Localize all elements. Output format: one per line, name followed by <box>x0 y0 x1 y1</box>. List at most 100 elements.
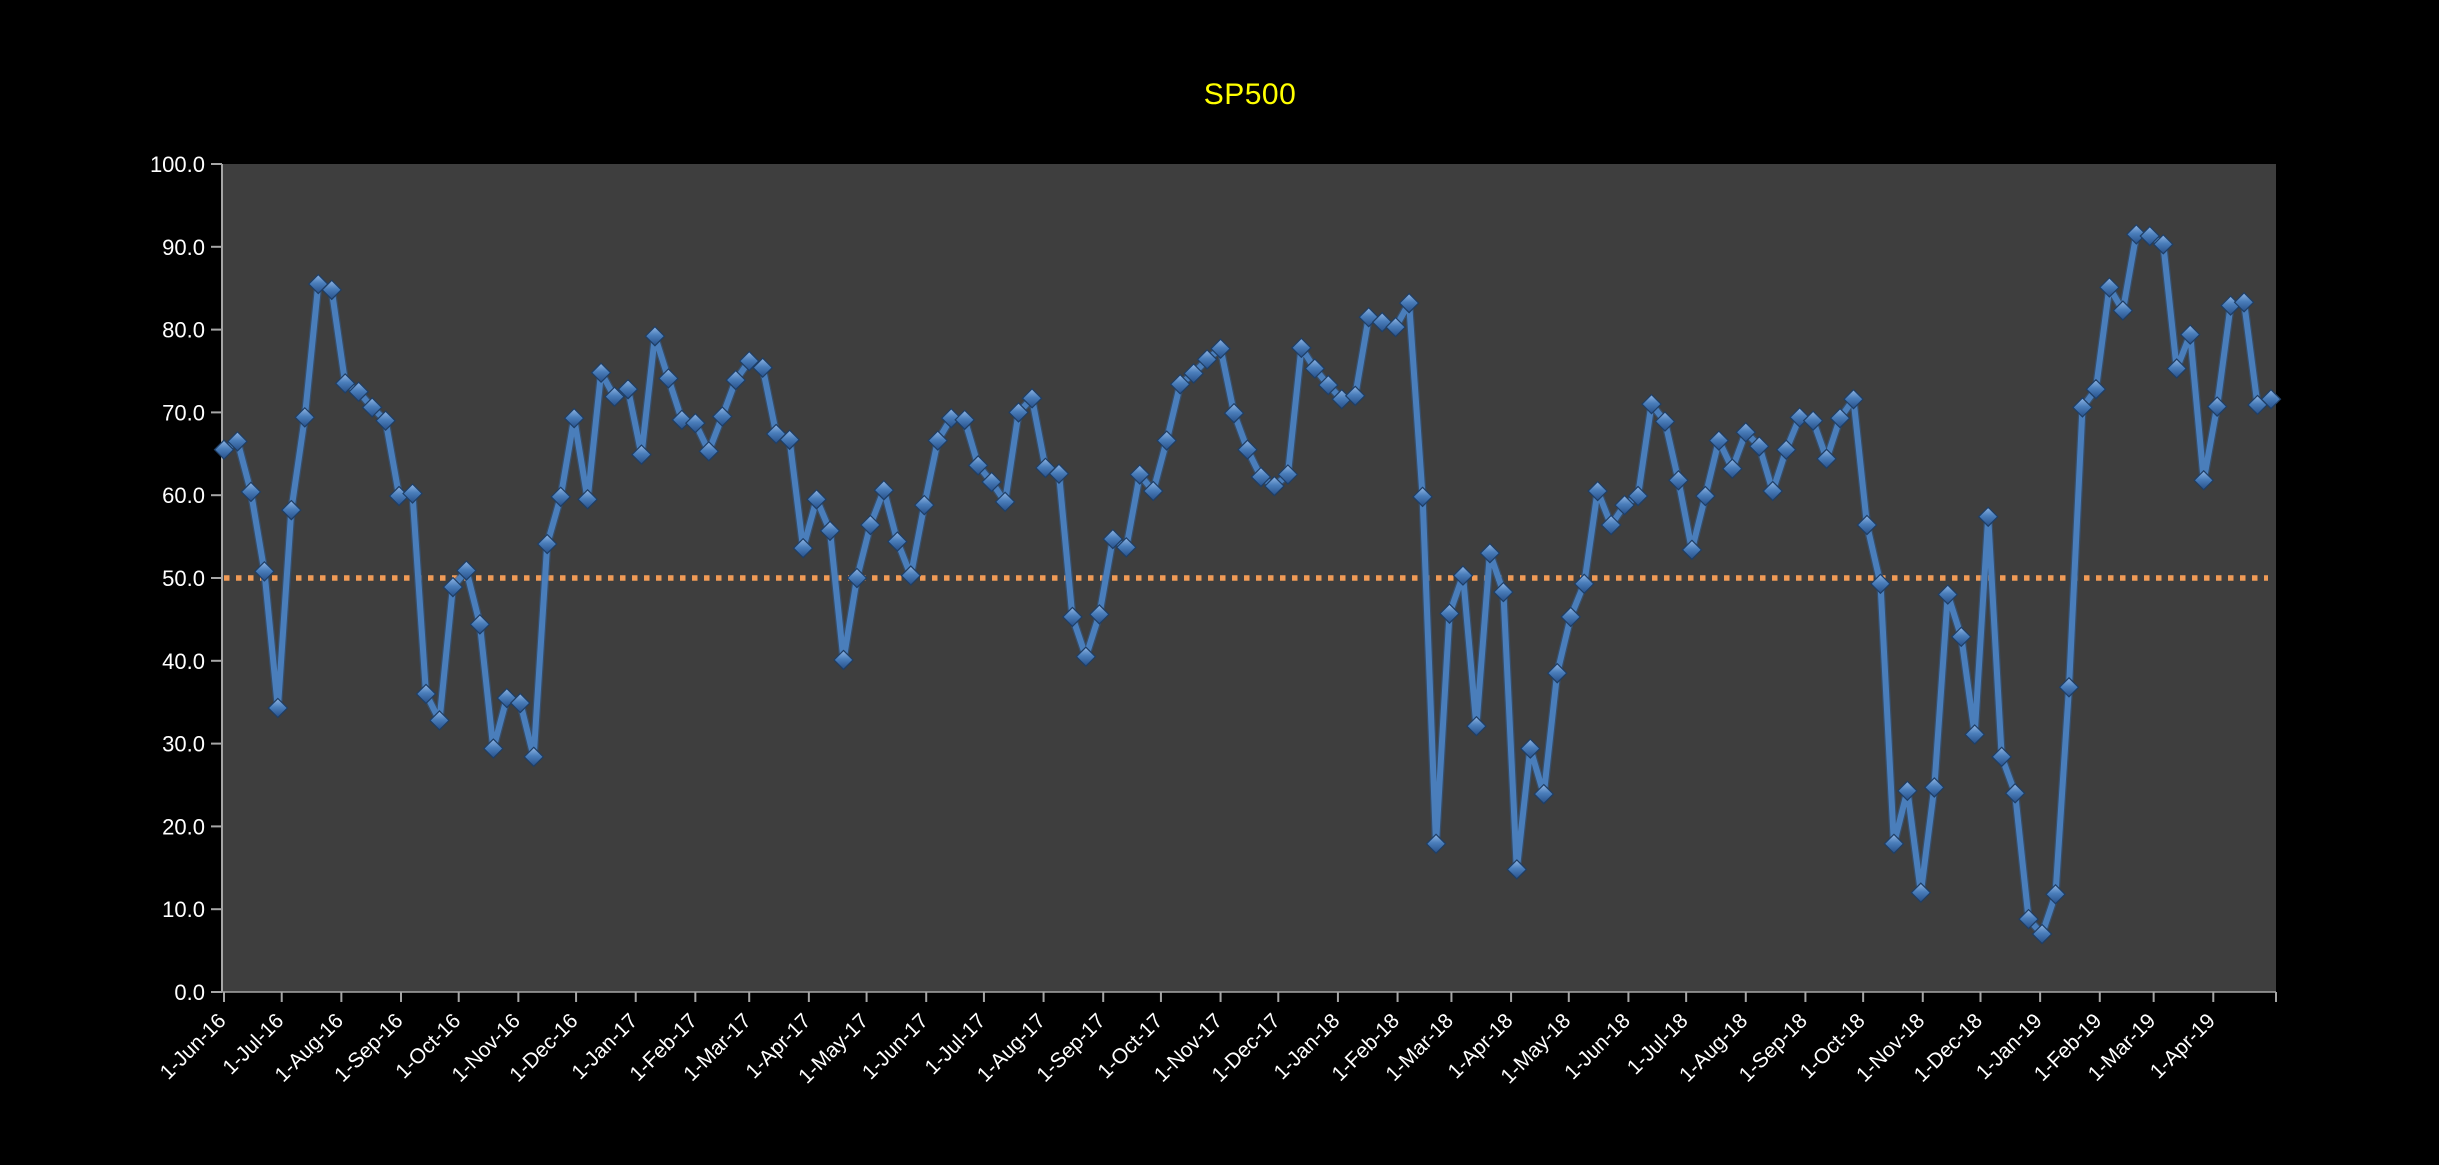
data-point-marker <box>887 531 908 552</box>
data-point-marker <box>280 499 302 521</box>
data-point-marker <box>1304 358 1326 379</box>
data-point-marker <box>685 412 706 434</box>
y-tick-label: 30.0 <box>162 732 205 757</box>
data-point-marker <box>981 471 1002 493</box>
x-tick-label: 1-Jun-16 <box>156 1009 231 1084</box>
data-point-marker <box>1937 584 1959 605</box>
data-point-marker <box>1897 780 1918 802</box>
data-point-marker <box>1062 606 1083 628</box>
data-point-marker <box>1048 463 1070 485</box>
data-point-marker <box>1102 528 1124 550</box>
data-point-marker <box>1223 402 1245 424</box>
data-point-marker <box>1587 480 1608 502</box>
data-point-marker <box>994 491 1016 513</box>
data-point-marker <box>2139 225 2161 247</box>
data-point-marker <box>1344 385 1366 407</box>
data-point-marker <box>1695 485 1716 507</box>
data-point-marker <box>2099 277 2120 298</box>
y-tick-label: 100.0 <box>150 152 205 177</box>
data-point-marker <box>913 494 935 516</box>
data-point-marker <box>1641 393 1662 415</box>
data-point-marker <box>375 410 396 432</box>
data-point-marker <box>402 483 423 504</box>
y-tick-label: 90.0 <box>162 235 205 260</box>
data-point-marker <box>1237 439 1258 461</box>
data-point-marker <box>940 407 962 429</box>
x-tick-label: 1-Jun-18 <box>1560 1009 1635 1084</box>
data-point-marker <box>2004 782 2026 804</box>
series-markers <box>213 224 2282 945</box>
y-tick-label: 20.0 <box>162 814 205 839</box>
data-point-marker <box>1115 537 1137 558</box>
data-point-marker <box>846 567 868 589</box>
data-point-marker <box>1129 464 1151 485</box>
data-point-marker <box>1856 514 1878 536</box>
data-point-marker <box>1614 494 1635 516</box>
data-point-marker <box>738 350 760 372</box>
data-point-marker <box>1735 421 1757 443</box>
data-point-marker <box>590 362 612 384</box>
data-point-marker <box>2085 378 2107 400</box>
data-point-marker <box>254 561 275 582</box>
data-point-marker <box>819 520 841 542</box>
data-point-marker <box>1910 882 1932 903</box>
data-point-marker <box>1412 486 1433 508</box>
data-point-marker <box>1196 349 1218 370</box>
data-point-marker <box>1317 374 1339 396</box>
data-point-marker <box>671 409 693 431</box>
data-point-marker <box>1991 746 2013 768</box>
data-point-marker <box>361 397 383 418</box>
data-point-marker <box>1708 430 1730 451</box>
data-point-marker <box>415 683 437 705</box>
data-point-marker <box>1021 387 1043 409</box>
y-tick-label: 60.0 <box>162 483 205 508</box>
data-point-marker <box>1883 833 1905 855</box>
data-point-marker <box>1721 458 1743 480</box>
data-point-marker <box>1843 388 1864 410</box>
data-point-marker <box>1748 435 1770 457</box>
data-point-marker <box>1479 542 1501 564</box>
data-point-marker <box>900 565 922 586</box>
data-point-marker <box>927 430 949 451</box>
y-tick-label: 50.0 <box>162 566 205 591</box>
data-point-marker <box>2260 388 2282 410</box>
y-tick-label: 0.0 <box>174 980 205 1005</box>
data-point-marker <box>1075 646 1097 668</box>
data-point-marker <box>1466 715 1487 737</box>
data-point-marker <box>429 710 450 731</box>
data-point-marker <box>1681 539 1703 561</box>
data-point-marker <box>1264 475 1285 497</box>
data-point-marker <box>1277 464 1299 485</box>
data-point-marker <box>294 407 316 428</box>
data-point-marker <box>1439 603 1460 624</box>
data-point-marker <box>1923 777 1945 798</box>
data-point-marker <box>1600 514 1622 536</box>
data-point-marker <box>873 479 895 501</box>
data-point-marker <box>550 486 572 508</box>
data-point-marker <box>1762 480 1784 502</box>
data-point-marker <box>1964 724 1986 745</box>
data-point-marker <box>792 537 814 559</box>
data-point-marker <box>2031 923 2053 945</box>
data-point-marker <box>1142 480 1164 502</box>
data-point-marker <box>644 325 666 347</box>
data-point-marker <box>1183 363 1204 384</box>
data-point-marker <box>2206 396 2228 417</box>
data-point-marker <box>2166 358 2188 379</box>
data-point-marker <box>1250 466 1272 488</box>
x-tick-label: 1-Apr-19 <box>2146 1009 2220 1083</box>
data-point-marker <box>227 431 248 452</box>
y-tick-label: 70.0 <box>162 400 205 425</box>
data-point-marker <box>482 738 504 759</box>
data-point-marker <box>1008 402 1029 423</box>
data-point-marker <box>604 386 625 408</box>
data-point-marker <box>348 381 370 403</box>
data-point-marker <box>1425 833 1447 855</box>
data-point-marker <box>1533 783 1555 805</box>
data-point-marker <box>2193 469 2215 491</box>
data-point-marker <box>1977 506 1999 528</box>
data-point-marker <box>1560 606 1582 628</box>
y-tick-label: 10.0 <box>162 897 205 922</box>
data-point-marker <box>2152 233 2174 255</box>
data-point-marker <box>1816 448 1837 470</box>
